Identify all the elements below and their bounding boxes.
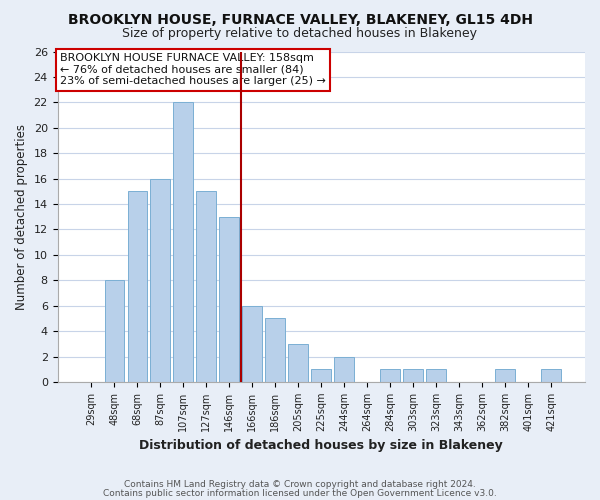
- X-axis label: Distribution of detached houses by size in Blakeney: Distribution of detached houses by size …: [139, 440, 503, 452]
- Bar: [380, 369, 400, 382]
- Y-axis label: Number of detached properties: Number of detached properties: [15, 124, 28, 310]
- Bar: [541, 369, 561, 382]
- Text: Size of property relative to detached houses in Blakeney: Size of property relative to detached ho…: [122, 28, 478, 40]
- Text: BROOKLYN HOUSE, FURNACE VALLEY, BLAKENEY, GL15 4DH: BROOKLYN HOUSE, FURNACE VALLEY, BLAKENEY…: [67, 12, 533, 26]
- Bar: [104, 280, 124, 382]
- Bar: [173, 102, 193, 382]
- Text: BROOKLYN HOUSE FURNACE VALLEY: 158sqm
← 76% of detached houses are smaller (84)
: BROOKLYN HOUSE FURNACE VALLEY: 158sqm ← …: [60, 53, 326, 86]
- Bar: [334, 356, 354, 382]
- Bar: [151, 178, 170, 382]
- Bar: [196, 192, 216, 382]
- Bar: [427, 369, 446, 382]
- Bar: [128, 192, 147, 382]
- Bar: [403, 369, 423, 382]
- Bar: [289, 344, 308, 382]
- Bar: [242, 306, 262, 382]
- Bar: [220, 216, 239, 382]
- Bar: [265, 318, 285, 382]
- Bar: [311, 369, 331, 382]
- Text: Contains public sector information licensed under the Open Government Licence v3: Contains public sector information licen…: [103, 488, 497, 498]
- Bar: [496, 369, 515, 382]
- Text: Contains HM Land Registry data © Crown copyright and database right 2024.: Contains HM Land Registry data © Crown c…: [124, 480, 476, 489]
